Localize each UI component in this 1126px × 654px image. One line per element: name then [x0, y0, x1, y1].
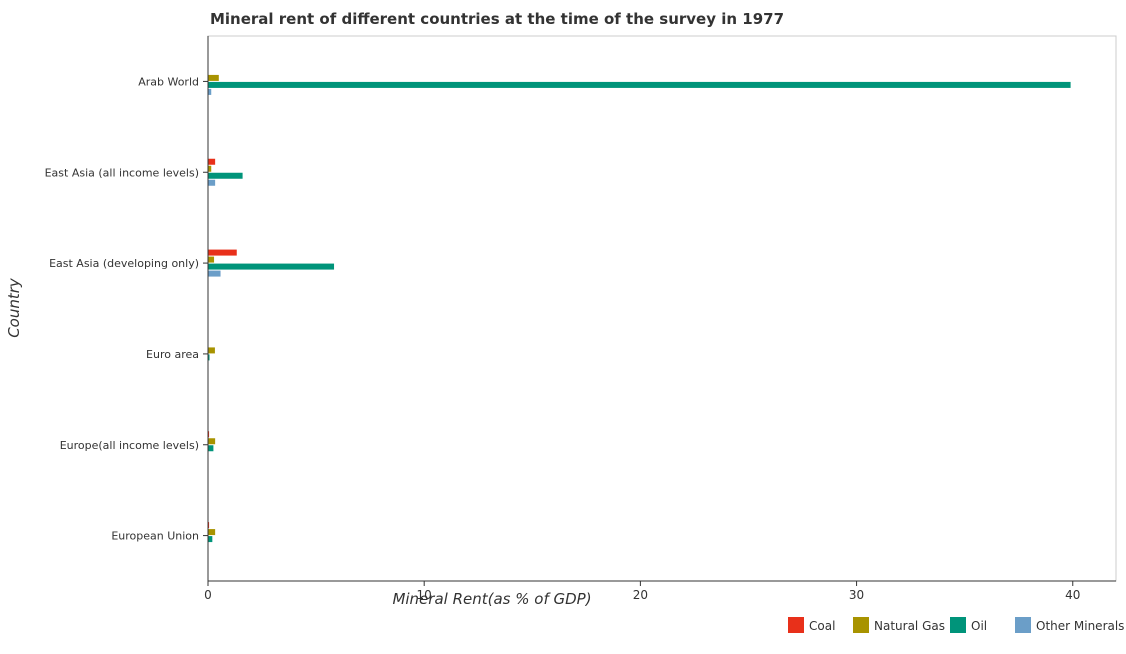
bar-natural-gas — [208, 75, 219, 81]
y-tick-label: Arab World — [138, 75, 199, 88]
x-tick-label: 20 — [633, 588, 648, 602]
bar-oil — [208, 536, 212, 542]
y-tick-label: East Asia (all income levels) — [45, 166, 199, 179]
legend-swatch — [950, 617, 966, 633]
legend-swatch — [1015, 617, 1031, 633]
bar-oil — [208, 82, 1071, 88]
x-tick-label: 30 — [849, 588, 864, 602]
bar-other-minerals — [208, 271, 221, 277]
bar-natural-gas — [208, 438, 215, 444]
legend-label: Other Minerals — [1036, 619, 1124, 633]
legend-item-coal: Coal — [788, 617, 835, 633]
bar-oil — [208, 173, 243, 179]
legend-swatch — [853, 617, 869, 633]
legend-item-oil: Oil — [950, 617, 987, 633]
chart-title: Mineral rent of different countries at t… — [210, 10, 784, 28]
legend-label: Oil — [971, 619, 987, 633]
y-tick-label: East Asia (developing only) — [49, 257, 199, 270]
legend-swatch — [788, 617, 804, 633]
bar-natural-gas — [208, 347, 215, 353]
x-axis-label: Mineral Rent(as % of GDP) — [392, 590, 591, 608]
bar-coal — [208, 250, 237, 256]
y-tick-label: Europe(all income levels) — [60, 439, 199, 452]
y-axis-label: Country — [5, 277, 23, 338]
y-tick-label: European Union — [111, 530, 199, 543]
legend: Coal Natural Gas Oil Other Minerals — [788, 617, 1124, 633]
bar-coal — [208, 159, 215, 165]
x-tick-label: 40 — [1065, 588, 1080, 602]
bar-oil — [208, 264, 334, 270]
y-axis: Arab World East Asia (all income levels) E… — [45, 36, 208, 581]
legend-item-other-minerals: Other Minerals — [1015, 617, 1124, 633]
legend-label: Natural Gas — [874, 619, 945, 633]
x-tick-label: 0 — [204, 588, 212, 602]
legend-label: Coal — [809, 619, 835, 633]
bar-other-minerals — [208, 180, 215, 186]
bar-natural-gas — [208, 529, 215, 535]
plot-area — [208, 36, 1116, 581]
y-tick-label: Euro area — [146, 348, 199, 361]
legend-item-natural-gas: Natural Gas — [853, 617, 945, 633]
bar-natural-gas — [208, 257, 214, 263]
bar-oil — [208, 445, 213, 451]
